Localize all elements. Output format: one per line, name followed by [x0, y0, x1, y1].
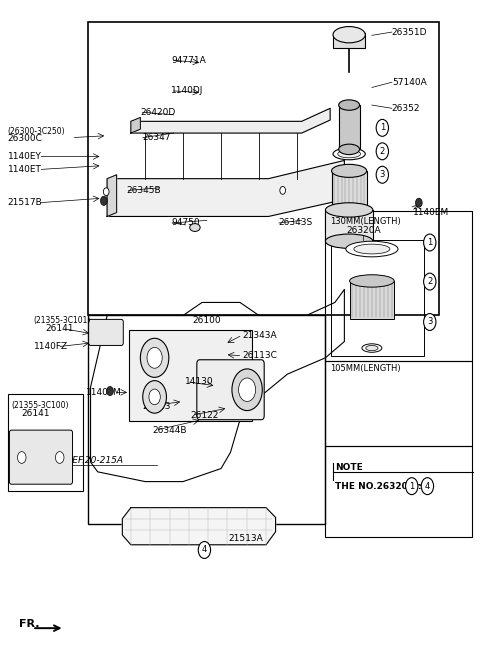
FancyBboxPatch shape [332, 171, 367, 207]
Text: 130MM(LENGTH): 130MM(LENGTH) [330, 217, 401, 225]
Circle shape [421, 478, 433, 495]
Text: 26320A: 26320A [346, 226, 381, 235]
Circle shape [149, 389, 160, 405]
Circle shape [376, 120, 388, 136]
Circle shape [143, 380, 167, 413]
Text: 26347: 26347 [143, 133, 171, 142]
FancyBboxPatch shape [325, 210, 373, 241]
Text: 26300C: 26300C [8, 135, 42, 143]
Text: 94750: 94750 [171, 219, 200, 227]
Text: 26345B: 26345B [126, 186, 161, 195]
Text: 26123: 26123 [143, 402, 171, 411]
Text: 105MM(LENGTH): 105MM(LENGTH) [330, 365, 401, 373]
Circle shape [158, 337, 208, 405]
Polygon shape [131, 118, 140, 133]
Text: 4: 4 [202, 545, 207, 555]
Circle shape [140, 338, 169, 377]
Circle shape [107, 386, 113, 396]
Ellipse shape [325, 203, 373, 217]
Text: FR.: FR. [19, 619, 40, 629]
Text: 94771A: 94771A [171, 56, 206, 64]
Text: 21513A: 21513A [228, 533, 263, 543]
Text: (26300-3C250): (26300-3C250) [8, 127, 65, 135]
Text: (21355-3C100): (21355-3C100) [12, 401, 69, 410]
Circle shape [17, 451, 26, 463]
Circle shape [376, 143, 388, 160]
Text: 26420D: 26420D [140, 108, 176, 117]
Ellipse shape [339, 100, 360, 110]
Text: 26141: 26141 [46, 324, 74, 333]
Circle shape [56, 451, 64, 463]
Ellipse shape [362, 344, 382, 352]
Circle shape [100, 196, 107, 206]
Circle shape [198, 541, 211, 558]
Circle shape [376, 166, 388, 183]
Circle shape [424, 313, 436, 330]
Ellipse shape [325, 234, 373, 248]
Text: 26343S: 26343S [278, 219, 312, 227]
Ellipse shape [190, 223, 200, 231]
FancyBboxPatch shape [197, 360, 264, 420]
Text: 26100: 26100 [192, 315, 221, 325]
Ellipse shape [346, 241, 398, 257]
Text: 1140FZ: 1140FZ [34, 342, 68, 351]
Text: 2: 2 [427, 277, 432, 286]
Text: 1140DJ: 1140DJ [171, 86, 204, 95]
Text: 1: 1 [409, 482, 414, 491]
Ellipse shape [333, 26, 365, 43]
Text: (21355-3C101): (21355-3C101) [34, 315, 91, 325]
Polygon shape [131, 108, 330, 133]
Ellipse shape [339, 144, 360, 154]
Text: 21343A: 21343A [242, 330, 277, 340]
Text: 1140EY: 1140EY [8, 152, 41, 161]
Circle shape [147, 348, 162, 368]
Ellipse shape [332, 164, 367, 177]
Text: 21517B: 21517B [8, 198, 42, 207]
Circle shape [239, 378, 256, 401]
Ellipse shape [366, 346, 378, 351]
Text: 1140EM: 1140EM [413, 208, 449, 217]
Text: 14130: 14130 [185, 377, 214, 386]
Text: THE NO.26320A :: THE NO.26320A : [335, 482, 424, 491]
Text: 26122: 26122 [190, 411, 218, 420]
Text: 1: 1 [380, 124, 385, 132]
Circle shape [416, 198, 422, 208]
Text: 26113C: 26113C [242, 351, 277, 360]
Circle shape [424, 273, 436, 290]
Ellipse shape [354, 244, 390, 254]
Text: 1140FM: 1140FM [86, 388, 121, 397]
Text: 26141: 26141 [22, 409, 50, 418]
Polygon shape [107, 175, 117, 216]
Text: 26352: 26352 [392, 104, 420, 113]
FancyBboxPatch shape [129, 330, 252, 421]
Ellipse shape [333, 148, 365, 160]
Circle shape [424, 234, 436, 251]
Text: 1140ET: 1140ET [8, 165, 41, 174]
Text: 3: 3 [427, 317, 432, 327]
Ellipse shape [349, 275, 394, 287]
FancyBboxPatch shape [339, 105, 360, 149]
Ellipse shape [338, 150, 360, 158]
Polygon shape [107, 160, 344, 216]
Polygon shape [122, 508, 276, 545]
FancyBboxPatch shape [349, 281, 394, 319]
FancyBboxPatch shape [333, 34, 365, 48]
Text: 3: 3 [380, 170, 385, 179]
Text: 1: 1 [427, 238, 432, 247]
Text: 4: 4 [425, 482, 430, 491]
Text: 26351D: 26351D [392, 28, 427, 37]
Text: NOTE: NOTE [335, 463, 362, 472]
FancyBboxPatch shape [89, 319, 123, 346]
Text: 2: 2 [380, 147, 385, 156]
Text: 57140A: 57140A [392, 78, 427, 87]
Circle shape [103, 188, 109, 196]
FancyBboxPatch shape [10, 430, 72, 484]
Circle shape [232, 369, 262, 411]
Text: 26344B: 26344B [152, 426, 187, 435]
Circle shape [406, 478, 418, 495]
Text: REF.20-215A: REF.20-215A [67, 455, 124, 464]
Text: ~: ~ [415, 481, 423, 491]
Circle shape [280, 187, 286, 194]
